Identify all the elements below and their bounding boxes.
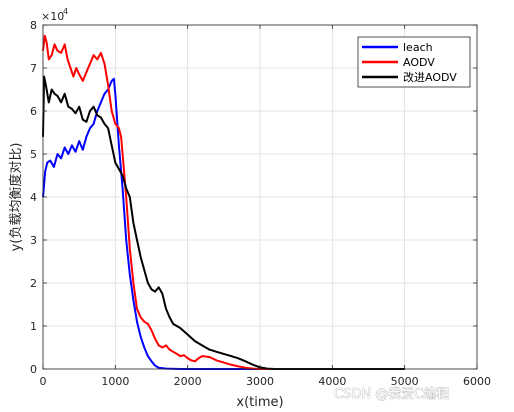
y-tick-label: 2 <box>30 277 37 290</box>
y-axis-label: y(负载均衡度对比) <box>8 143 24 252</box>
series-line-1 <box>42 34 405 370</box>
y-tick-label: 4 <box>30 191 37 204</box>
legend-label: leach <box>403 41 433 54</box>
y-tick-label: 0 <box>30 363 37 376</box>
x-tick-label: 3000 <box>246 375 274 388</box>
y-exponent-base: ×10 <box>41 10 64 23</box>
y-tick-label: 3 <box>30 234 37 247</box>
series-layer <box>42 34 405 370</box>
x-tick-label: 2000 <box>174 375 202 388</box>
legend-label: AODV <box>403 56 435 69</box>
y-tick-label: 1 <box>30 320 37 333</box>
legend-label: 改进AODV <box>403 70 457 84</box>
series-line-0 <box>42 77 405 370</box>
x-tick-label: 5000 <box>391 375 419 388</box>
x-tick-label: 4000 <box>318 375 346 388</box>
series-line-2 <box>42 75 405 370</box>
x-tick-label: 6000 <box>463 375 491 388</box>
ticks: 0 1000 2000 3000 4000 5000 6000 0 1 2 3 4 5 6 7 8 <box>30 19 491 388</box>
y-tick-label: 7 <box>30 62 37 75</box>
y-tick-label: 8 <box>30 19 37 32</box>
watermark: CSDN @我爱C编程 <box>334 387 449 402</box>
y-exponent-power: 4 <box>63 7 68 16</box>
y-tick-label: 6 <box>30 105 37 118</box>
x-tick-label: 1000 <box>101 375 129 388</box>
y-tick-label: 5 <box>30 148 37 161</box>
x-axis-label: x(time) <box>236 395 283 410</box>
x-tick-label: 0 <box>40 375 47 388</box>
